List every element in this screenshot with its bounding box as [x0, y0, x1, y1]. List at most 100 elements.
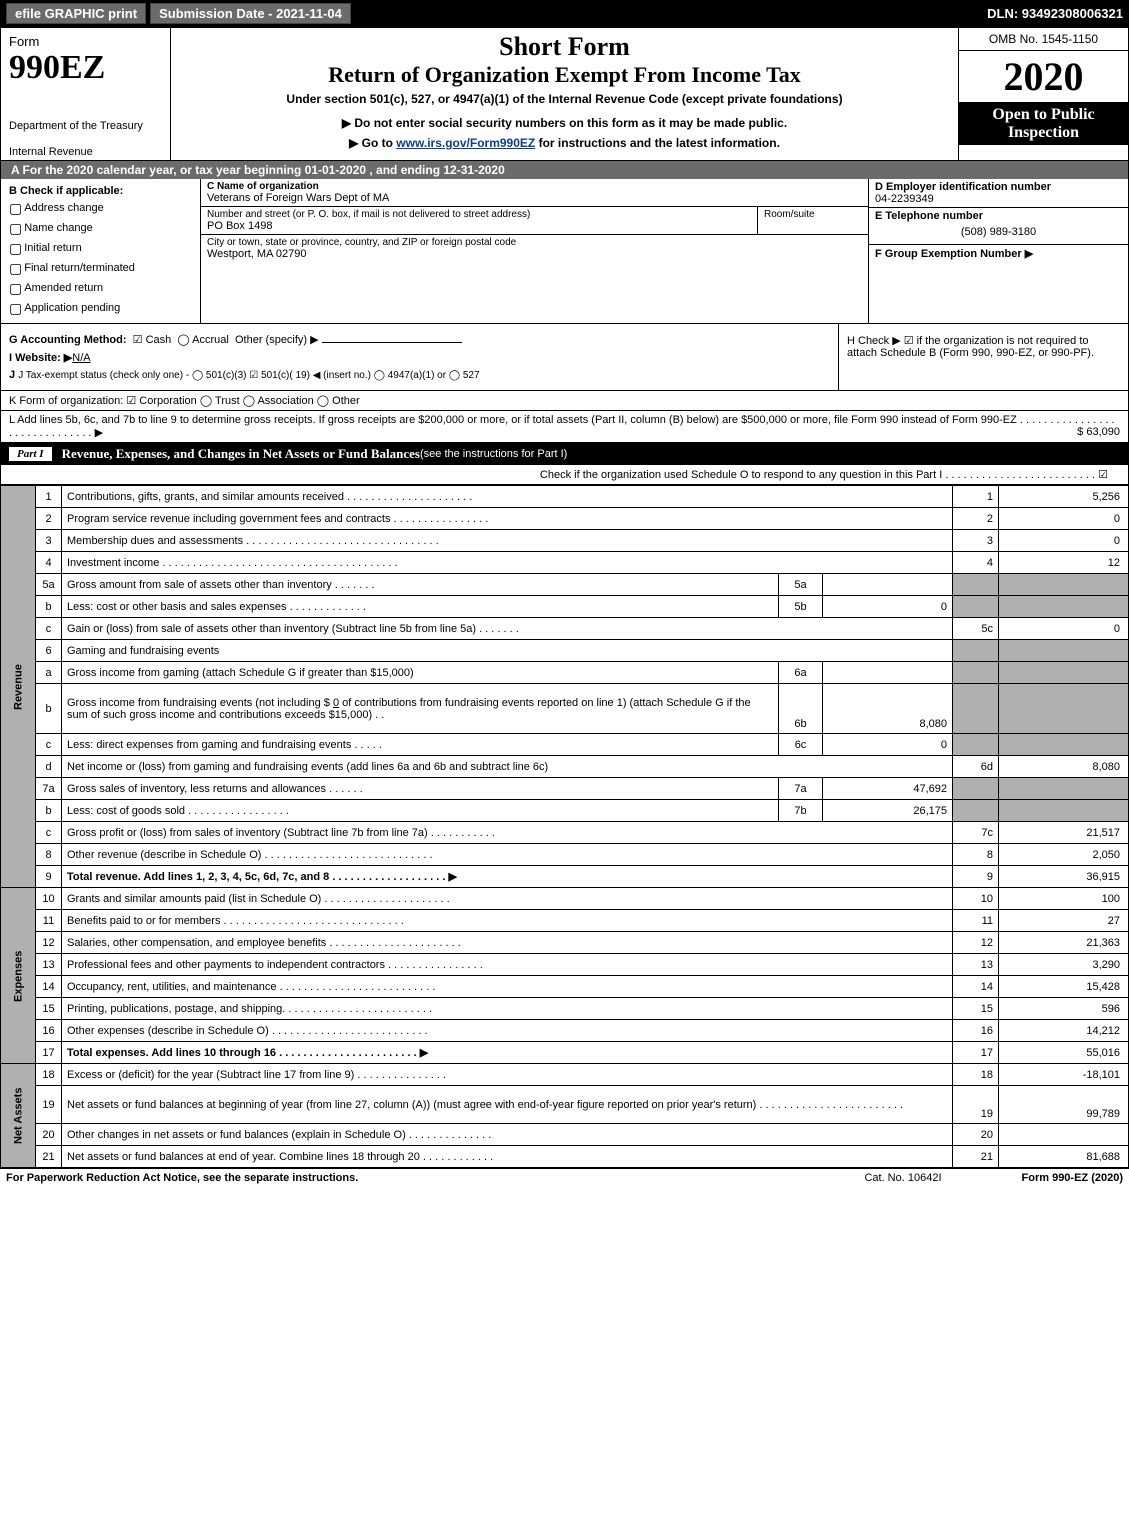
ln-15-text: Printing, publications, postage, and shi… — [62, 998, 953, 1020]
phone-value: (508) 989-3180 — [875, 222, 1122, 242]
room-suite-label: Room/suite — [764, 209, 862, 220]
ln-6d-text: Net income or (loss) from gaming and fun… — [62, 756, 953, 778]
ln-5a-box-grey — [953, 574, 999, 596]
ln-18-num: 18 — [36, 1064, 62, 1086]
checkbox-name-change[interactable]: ▢ — [9, 220, 22, 236]
line-11: 11 Benefits paid to or for members . . .… — [1, 910, 1129, 932]
ln-5a-iamount — [823, 574, 953, 596]
line-7c: c Gross profit or (loss) from sales of i… — [1, 822, 1129, 844]
ln-1-text: Contributions, gifts, grants, and simila… — [62, 486, 953, 508]
checkbox-amended-return[interactable]: ▢ — [9, 280, 22, 296]
side-label-revenue: Revenue — [1, 486, 36, 888]
c-name-label: C Name of organization — [207, 181, 319, 192]
ln-13-box: 13 — [953, 954, 999, 976]
ln-11-num: 11 — [36, 910, 62, 932]
dln-label: DLN: 93492308006321 — [987, 6, 1123, 21]
ln-7b-iamount: 26,175 — [823, 800, 953, 822]
block-b-through-f: B Check if applicable: ▢Address change ▢… — [0, 179, 1129, 324]
line-13: 13 Professional fees and other payments … — [1, 954, 1129, 976]
g-accrual[interactable]: ◯ Accrual — [177, 334, 228, 346]
ln-6-amount-grey — [999, 640, 1129, 662]
ln-8-text: Other revenue (describe in Schedule O) .… — [62, 844, 953, 866]
ssn-note: ▶ Do not enter social security numbers o… — [181, 116, 948, 130]
ln-9-num: 9 — [36, 866, 62, 888]
line-5a: 5a Gross amount from sale of assets othe… — [1, 574, 1129, 596]
form-ref: Form 990-EZ (2020) — [1022, 1172, 1123, 1184]
part-i-table: Revenue 1 Contributions, gifts, grants, … — [0, 485, 1129, 1168]
ln-5b-ibox: 5b — [779, 596, 823, 618]
ln-2-box: 2 — [953, 508, 999, 530]
ln-14-text: Occupancy, rent, utilities, and maintena… — [62, 976, 953, 998]
ln-15-num: 15 — [36, 998, 62, 1020]
dept-irs: Internal Revenue — [9, 146, 162, 158]
line-4: 4 Investment income . . . . . . . . . . … — [1, 552, 1129, 574]
ln-5b-amount-grey — [999, 596, 1129, 618]
ln-3-amount: 0 — [999, 530, 1129, 552]
ln-21-amount: 81,688 — [999, 1146, 1129, 1168]
checkbox-final-return[interactable]: ▢ — [9, 260, 22, 276]
ln-4-box: 4 — [953, 552, 999, 574]
ln-6b-text: Gross income from fundraising events (no… — [62, 684, 779, 734]
ln-4-num: 4 — [36, 552, 62, 574]
part-i-subtitle: (see the instructions for Part I) — [420, 448, 567, 460]
block-g-through-j: G Accounting Method: ☑ Cash ◯ Accrual Ot… — [0, 324, 1129, 391]
line-6c: c Less: direct expenses from gaming and … — [1, 734, 1129, 756]
ln-6b-box-grey — [953, 684, 999, 734]
ln-18-text: Excess or (deficit) for the year (Subtra… — [62, 1064, 953, 1086]
ln-6a-ibox: 6a — [779, 662, 823, 684]
website-value: N/A — [72, 352, 90, 364]
ln-14-amount: 15,428 — [999, 976, 1129, 998]
form-word: Form — [9, 34, 162, 49]
ln-11-box: 11 — [953, 910, 999, 932]
ln-7b-ibox: 7b — [779, 800, 823, 822]
ln-6d-box: 6d — [953, 756, 999, 778]
ln-6b-iamount: 8,080 — [823, 684, 953, 734]
org-name-cell: C Name of organization Veterans of Forei… — [201, 179, 868, 207]
irs-gov-link[interactable]: www.irs.gov/Form990EZ — [396, 136, 535, 150]
ln-15-amount: 596 — [999, 998, 1129, 1020]
part-i-title: Revenue, Expenses, and Changes in Net As… — [62, 446, 420, 462]
ln-5a-text: Gross amount from sale of assets other t… — [62, 574, 779, 596]
ln-6-box-grey — [953, 640, 999, 662]
line-19: 19 Net assets or fund balances at beginn… — [1, 1086, 1129, 1124]
ln-7c-amount: 21,517 — [999, 822, 1129, 844]
line-6: 6 Gaming and fundraising events — [1, 640, 1129, 662]
org-address-row: Number and street (or P. O. box, if mail… — [201, 207, 868, 235]
ln-7a-text: Gross sales of inventory, less returns a… — [62, 778, 779, 800]
box-d: D Employer identification number 04-2239… — [869, 179, 1128, 208]
line-5c: c Gain or (loss) from sale of assets oth… — [1, 618, 1129, 640]
ln-9-text: Total revenue. Add lines 1, 2, 3, 4, 5c,… — [62, 866, 953, 888]
checkbox-address-change[interactable]: ▢ — [9, 200, 22, 216]
line-14: 14 Occupancy, rent, utilities, and maint… — [1, 976, 1129, 998]
l-text: L Add lines 5b, 6c, and 7b to line 9 to … — [9, 414, 1115, 439]
b-item-0: Address change — [24, 202, 104, 214]
city-label: City or town, state or province, country… — [207, 237, 862, 248]
ln-12-text: Salaries, other compensation, and employ… — [62, 932, 953, 954]
box-e: E Telephone number (508) 989-3180 — [869, 208, 1128, 245]
ln-7a-box-grey — [953, 778, 999, 800]
ln-21-text: Net assets or fund balances at end of ye… — [62, 1146, 953, 1168]
i-label: I Website: ▶ — [9, 352, 72, 364]
ln-6a-num: a — [36, 662, 62, 684]
goto-prefix: ▶ Go to — [349, 136, 396, 150]
line-6b: b Gross income from fundraising events (… — [1, 684, 1129, 734]
top-bar: efile GRAPHIC print Submission Date - 20… — [0, 0, 1129, 27]
g-cash[interactable]: ☑ Cash — [133, 334, 172, 346]
ln-18-box: 18 — [953, 1064, 999, 1086]
side-label-expenses: Expenses — [1, 888, 36, 1064]
g-other[interactable]: Other (specify) ▶ — [235, 334, 319, 346]
ln-6d-amount: 8,080 — [999, 756, 1129, 778]
ln-6c-amount-grey — [999, 734, 1129, 756]
checkbox-application-pending[interactable]: ▢ — [9, 300, 22, 316]
row-i: I Website: ▶N/A — [9, 351, 830, 364]
checkbox-initial-return[interactable]: ▢ — [9, 240, 22, 256]
efile-print-button[interactable]: efile GRAPHIC print — [6, 3, 146, 24]
ln-20-text: Other changes in net assets or fund bala… — [62, 1124, 953, 1146]
line-17: 17 Total expenses. Add lines 10 through … — [1, 1042, 1129, 1064]
title-return-of-org: Return of Organization Exempt From Incom… — [181, 62, 948, 88]
ln-19-text: Net assets or fund balances at beginning… — [62, 1086, 953, 1124]
line-6a: a Gross income from gaming (attach Sched… — [1, 662, 1129, 684]
org-name: Veterans of Foreign Wars Dept of MA — [207, 192, 862, 204]
ln-1-box: 1 — [953, 486, 999, 508]
ln-5b-text: Less: cost or other basis and sales expe… — [62, 596, 779, 618]
